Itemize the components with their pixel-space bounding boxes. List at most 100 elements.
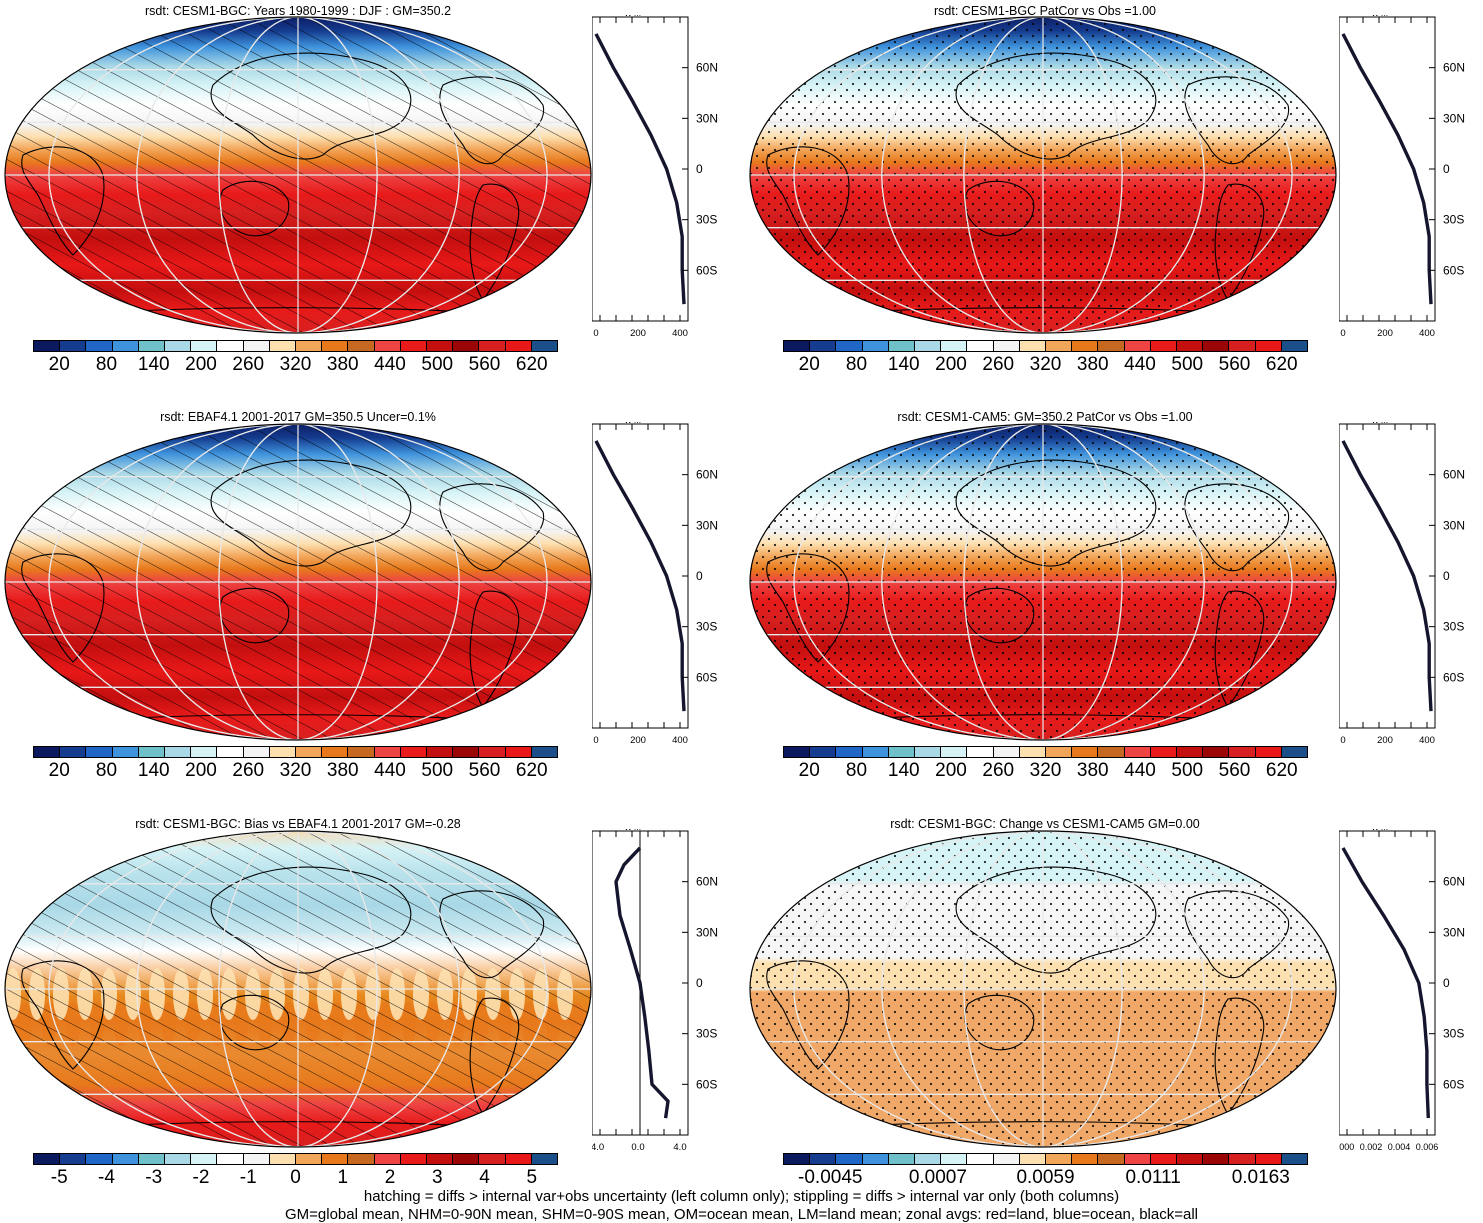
colorbar-swatch <box>165 747 192 757</box>
colorbar-swatch <box>1177 747 1204 757</box>
profile-unit: W m⁻² <box>1371 422 1395 425</box>
profile-tick-label: 400 <box>1419 328 1435 337</box>
colorbar-swatch <box>217 341 244 351</box>
longitude-line <box>136 17 460 333</box>
colorbar-swatch <box>1177 1154 1204 1164</box>
colorbar-swatch <box>1203 747 1230 757</box>
colorbar-swatch <box>60 1154 87 1164</box>
zonal-profile-p3: W m⁻² 60N 30N 0 30S 60S 0 200 400 <box>592 422 718 744</box>
colorbar-swatch <box>453 341 480 351</box>
coastline <box>766 146 850 256</box>
colorbar-swatch <box>60 341 87 351</box>
colorbar-label: -5 <box>50 1167 68 1188</box>
coastline <box>210 52 412 160</box>
colorbar-swatch <box>296 341 323 351</box>
colorbar-label: 380 <box>326 354 359 375</box>
colorbar-label: 140 <box>887 354 920 375</box>
colorbar-label: 560 <box>1218 760 1251 781</box>
colorbar-label: 560 <box>468 354 501 375</box>
coastline <box>1184 890 1290 979</box>
coastline <box>21 553 105 663</box>
colorbar-label: 500 <box>421 354 454 375</box>
colorbar-label: 80 <box>95 760 118 781</box>
colorbar-swatch <box>165 341 192 351</box>
coastline <box>964 180 1035 237</box>
lat-label: 30N <box>1443 111 1465 125</box>
colorbar-swatch <box>86 341 113 351</box>
colorbar-label: 320 <box>1029 760 1062 781</box>
profile-tick-label: 200 <box>1377 735 1393 744</box>
lat-label: 60S <box>1443 1077 1464 1091</box>
zonal-mean-curve <box>1341 847 1430 1119</box>
colorbar-swatch <box>915 341 942 351</box>
colorbar-label: -1 <box>239 1167 257 1188</box>
colorbar-label: 440 <box>1124 354 1156 375</box>
lat-label: 0 <box>696 569 703 583</box>
colorbar-swatch <box>400 1154 428 1164</box>
lat-label: 60N <box>1443 875 1465 889</box>
lat-label: 30N <box>696 925 718 939</box>
colorbar-swatch <box>479 1154 506 1164</box>
colorbar-label: 320 <box>279 760 312 781</box>
longitude-line <box>793 424 1293 740</box>
colorbar-label: 200 <box>185 760 217 781</box>
colorbar-swatch <box>941 747 968 757</box>
colorbar-swatch <box>784 1154 811 1164</box>
colorbar-label: 4 <box>479 1167 490 1188</box>
colorbar-swatch <box>784 747 811 757</box>
colorbar-swatch <box>243 1154 270 1164</box>
longitude-line <box>48 424 548 740</box>
colorbar-swatch <box>453 747 480 757</box>
profile-tick-label: 0 <box>1340 328 1345 337</box>
panel-title-p6: rsdt: CESM1-BGC: Change vs CESM1-CAM5 GM… <box>890 817 1200 831</box>
colorbar-swatch <box>531 747 558 757</box>
colorbar-labels-p4: 20 80 140 200 260 320 380 440 500 560 620 <box>783 760 1308 782</box>
lat-label: 30S <box>696 620 717 634</box>
colorbar-swatch <box>862 341 889 351</box>
panel-title-p4: rsdt: CESM1-CAM5: GM=350.2 PatCor vs Obs… <box>897 410 1193 424</box>
colorbar-swatch <box>1072 341 1099 351</box>
longitude-line <box>218 831 378 1147</box>
zonal-profile-p6: W m⁻² 60N 30N 0 30S 60S 0.000 0.002 0.004 0.006 <box>1339 829 1465 1151</box>
colorbar-label: 200 <box>935 354 967 375</box>
colorbar-swatch <box>374 341 401 351</box>
colorbar-swatch <box>862 1154 889 1164</box>
colorbar-swatch <box>1150 747 1178 757</box>
coastline <box>955 52 1157 160</box>
colorbar-labels-p5: -5 -4 -3 -2 -1 0 1 2 3 4 5 <box>33 1167 558 1189</box>
colorbar-swatch <box>1177 341 1204 351</box>
lat-label: 30S <box>1443 1027 1464 1041</box>
coastline <box>964 587 1035 644</box>
profile-tick-label: 0 <box>593 328 598 337</box>
colorbar-swatch <box>1281 341 1308 351</box>
profile-tick-label: 0.000 <box>1339 1142 1354 1151</box>
longitude-line <box>48 831 548 1147</box>
map-p5 <box>4 830 592 1148</box>
colorbar-p4 <box>783 746 1308 758</box>
coastline <box>766 553 850 663</box>
colorbar-swatch <box>1072 747 1099 757</box>
panel-title-p3: rsdt: EBAF4.1 2001-2017 GM=350.5 Uncer=0… <box>160 410 436 424</box>
colorbar-label: -4 <box>98 1167 115 1188</box>
colorbar-labels-p3: 20 80 140 200 260 320 380 440 500 560 620 <box>33 760 558 782</box>
longitude-line <box>881 831 1205 1147</box>
profile-tick-label: 200 <box>1377 328 1393 337</box>
profile-tick-label: 0 <box>593 735 598 744</box>
colorbar-swatch <box>427 1154 454 1164</box>
colorbar-swatch <box>322 747 349 757</box>
colorbar-label: 620 <box>1265 354 1298 375</box>
colorbar-label: 200 <box>935 760 967 781</box>
lat-label: 0 <box>696 162 703 176</box>
colorbar-swatch <box>888 1154 916 1164</box>
panel-title-p2: rsdt: CESM1-BGC PatCor vs Obs =1.00 <box>934 4 1156 18</box>
footer-line-2: GM=global mean, NHM=0-90N mean, SHM=0-90… <box>284 1206 1198 1223</box>
colorbar-swatch <box>322 1154 349 1164</box>
profile-tick-label: 400 <box>1419 735 1435 744</box>
colorbar-swatch <box>479 341 506 351</box>
colorbar-swatch <box>243 341 270 351</box>
longitude-line <box>881 17 1205 333</box>
colorbar-label: 620 <box>515 354 548 375</box>
longitude-line <box>218 424 378 740</box>
colorbar-swatch <box>531 341 558 351</box>
